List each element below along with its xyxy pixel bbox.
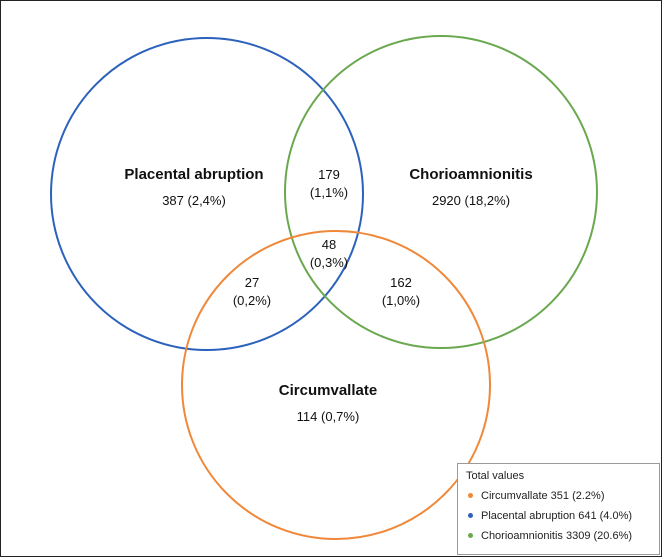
legend-dot-icon xyxy=(468,533,473,539)
legend-dot-icon xyxy=(468,513,473,519)
circle-chorioamnionitis xyxy=(284,35,598,349)
set-value-placental-abruption: 387 (2,4%) xyxy=(162,193,226,208)
circle-placental-abruption xyxy=(50,37,364,351)
overlap-chorio-circ-pct: (1,0%) xyxy=(382,293,420,308)
overlap-chorio-circ-count: 162 xyxy=(390,275,412,290)
set-name-placental-abruption: Placental abruption xyxy=(124,166,263,183)
set-name-circumvallate: Circumvallate xyxy=(279,382,377,399)
legend-title: Total values xyxy=(466,470,525,482)
legend-item-label: Chorioamnionitis 3309 (20.6%) xyxy=(481,530,633,542)
legend-item-chorioamnionitis: Chorioamnionitis 3309 (20.6%) xyxy=(466,526,651,546)
legend-item-label: Circumvallate 351 (2.2%) xyxy=(481,490,605,502)
overlap-all-pct: (0,3%) xyxy=(310,255,348,270)
set-value-circumvallate: 114 (0,7%) xyxy=(297,409,360,424)
legend-dot-icon xyxy=(468,493,473,499)
overlap-placental-circ-count: 27 xyxy=(245,275,259,290)
overlap-all-count: 48 xyxy=(322,237,336,252)
legend-item-label: Placental abruption 641 (4.0%) xyxy=(481,510,633,522)
set-value-chorioamnionitis: 2920 (18,2%) xyxy=(432,193,510,208)
circle-circumvallate xyxy=(181,230,491,540)
overlap-placental-circ-pct: (0,2%) xyxy=(233,293,271,308)
legend-item-placental-abruption: Placental abruption 641 (4.0%) xyxy=(466,506,651,526)
overlap-placental-chorio-count: 179 xyxy=(318,167,340,182)
set-name-chorioamnionitis: Chorioamnionitis xyxy=(409,166,532,183)
legend: Total values Circumvallate 351 (2.2%) Pl… xyxy=(457,463,660,555)
legend-item-circumvallate: Circumvallate 351 (2.2%) xyxy=(466,486,651,506)
overlap-placental-chorio-pct: (1,1%) xyxy=(310,185,348,200)
